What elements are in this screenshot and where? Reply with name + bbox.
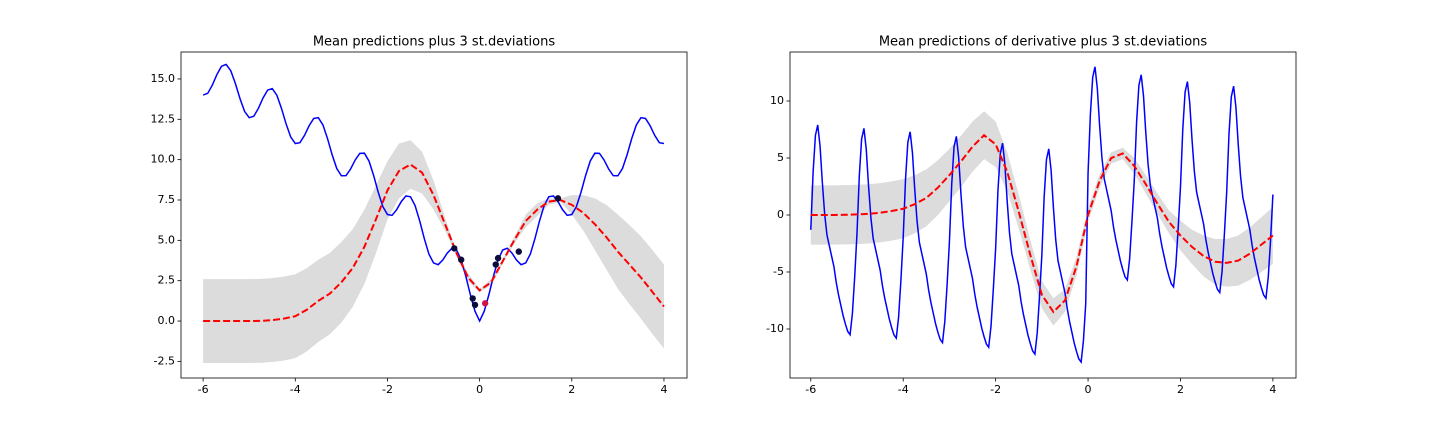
data-point xyxy=(451,245,458,252)
x-tick-label: -4 xyxy=(290,383,301,396)
y-tick-label: 5.0 xyxy=(158,233,176,246)
x-tick-label: 2 xyxy=(568,383,575,396)
x-tick-label: -6 xyxy=(805,383,816,396)
chart-title: Mean predictions plus 3 st.deviations xyxy=(313,35,556,50)
y-tick-label: 12.5 xyxy=(151,112,176,125)
x-tick-label: -6 xyxy=(198,383,209,396)
data-point xyxy=(515,248,522,255)
axes: Mean predictions plus 3 st.deviations -6 -… xyxy=(151,35,688,396)
x-tick-label: 0 xyxy=(1085,383,1092,396)
data-point xyxy=(554,195,562,202)
y-tick-label: 10.0 xyxy=(151,153,176,166)
true-line xyxy=(810,66,1274,365)
y-tick-label: 0.0 xyxy=(158,314,176,327)
x-tick-label: 4 xyxy=(660,383,667,396)
x-tick-label: -4 xyxy=(898,383,909,396)
x-tick-label: 4 xyxy=(1269,383,1276,396)
y-tick-label: 2.5 xyxy=(158,274,176,287)
y-tick-label: -10 xyxy=(766,322,784,335)
y-tick-label: 15.0 xyxy=(151,72,176,85)
x-tick-label: -2 xyxy=(382,383,393,396)
chart-title: Mean predictions of derivative plus 3 st… xyxy=(879,35,1208,50)
mean-line xyxy=(203,163,665,323)
data-point xyxy=(469,295,476,302)
data-point xyxy=(494,254,502,262)
axes: Mean predictions of derivative plus 3 st… xyxy=(766,35,1297,396)
y-tick-label: 10 xyxy=(770,94,784,107)
y-tick-label: 0 xyxy=(777,208,784,221)
y-tick-label: 7.5 xyxy=(158,193,176,206)
axes-frame xyxy=(180,51,688,379)
x-tick-label: 2 xyxy=(1177,383,1184,396)
confidence-band xyxy=(203,140,664,363)
data-point xyxy=(481,300,489,307)
x-tick-label: 0 xyxy=(476,383,483,396)
true-line xyxy=(202,63,665,323)
mean-line xyxy=(810,133,1274,314)
y-tick-label: -5 xyxy=(773,265,784,278)
y-tick-label: 5 xyxy=(777,151,784,164)
data-point xyxy=(471,301,479,309)
y-tick-label: -2.5 xyxy=(154,354,175,367)
x-tick-label: -2 xyxy=(990,383,1001,396)
data-point xyxy=(492,261,499,268)
confidence-band xyxy=(810,111,1273,326)
data-point xyxy=(457,256,465,263)
